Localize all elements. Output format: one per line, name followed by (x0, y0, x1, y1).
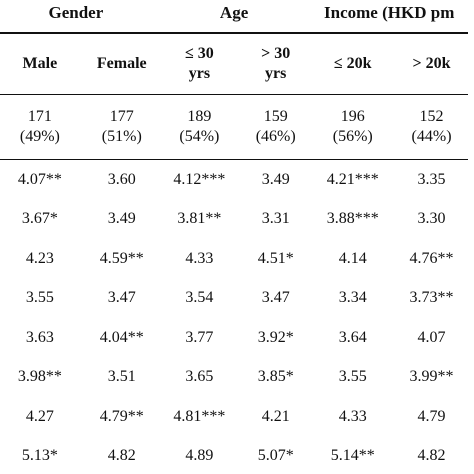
subheader-age-under-30: ≤ 30 yrs (185, 45, 214, 82)
table-cell: 3.99** (409, 368, 454, 386)
table-cell: 4.79 (417, 407, 446, 425)
table-row: 3.67* 3.49 3.81** 3.31 3.88*** 3.30 (0, 200, 468, 240)
table-cell: 4.81*** (173, 407, 226, 425)
table-cell: 4.21 (261, 407, 290, 425)
group-header-gender: Gender (0, 0, 158, 34)
table-cell: 5.14** (330, 447, 375, 465)
table-cell: 4.51* (257, 249, 294, 267)
subheader-income-low: ≤ 20k (333, 55, 372, 72)
subheader-income-high: > 20k (412, 55, 451, 72)
table-cell: 3.63 (25, 328, 54, 346)
group-header-income: Income (HKD pm (310, 0, 468, 34)
table-cell: 4.21*** (326, 170, 379, 188)
table-row: 5.13* 4.82 4.89 5.07* 5.14** 4.82 (0, 437, 468, 474)
subheader-age-over-30: > 30 yrs (261, 45, 291, 82)
table-cell: 3.60 (107, 170, 136, 188)
table-cell: 3.35 (417, 170, 446, 188)
table-row: 3.98** 3.51 3.65 3.85* 3.55 3.99** (0, 358, 468, 398)
table-cell: 4.59** (99, 249, 144, 267)
table-row: 3.63 4.04** 3.77 3.92* 3.64 4.07 (0, 318, 468, 358)
table-cell: 3.47 (107, 289, 136, 307)
table-cell: 3.98** (17, 368, 62, 386)
table-row: 4.23 4.59** 4.33 4.51* 4.14 4.76** (0, 239, 468, 279)
subheader-cell: ≤ 30 yrs (157, 33, 241, 95)
table-cell: 3.64 (338, 328, 367, 346)
count-cell: 189 (54%) (157, 94, 241, 160)
subheader-row: Male Female ≤ 30 yrs > 30 yrs ≤ 20k > 20… (0, 33, 468, 95)
table-cell: 3.81** (177, 210, 222, 228)
table-cell: 3.77 (185, 328, 214, 346)
table-cell: 3.51 (107, 368, 136, 386)
table-cell: 3.55 (25, 289, 54, 307)
data-rows: 4.07** 3.60 4.12*** 3.49 4.21*** 3.35 3.… (0, 160, 468, 474)
table-cell: 3.54 (185, 289, 214, 307)
table-cell: 4.89 (185, 447, 214, 465)
subheader-cell: > 20k (395, 33, 468, 95)
table-row: 3.55 3.47 3.54 3.47 3.34 3.73** (0, 279, 468, 319)
table-cell: 4.04** (99, 328, 144, 346)
count-cell: 177 (51%) (85, 94, 158, 160)
table-cell: 4.79** (99, 407, 144, 425)
table-cell: 5.13* (21, 447, 58, 465)
table-cell: 4.76** (409, 249, 454, 267)
table-cell: 3.49 (261, 170, 290, 188)
count-cell: 196 (56%) (310, 94, 396, 160)
table-cell: 4.07 (417, 328, 446, 346)
table-cell: 4.82 (417, 447, 446, 465)
subheader-cell: ≤ 20k (310, 33, 396, 95)
table-cell: 3.88*** (326, 210, 379, 228)
table-cell: 3.30 (417, 210, 446, 228)
count-cell: 159 (46%) (241, 94, 311, 160)
subheader-female: Female (96, 55, 147, 72)
subheader-cell: Female (85, 33, 158, 95)
table-cell: 3.67* (21, 210, 58, 228)
count-row: 171 (49%) 177 (51%) 189 (54%) 159 (46%) … (0, 94, 468, 160)
table-cell: 3.55 (338, 368, 367, 386)
table-cell: 4.14 (338, 249, 367, 267)
table-cell: 4.82 (107, 447, 136, 465)
count-cell: 152 (44%) (395, 94, 468, 160)
group-header-row: Gender Age Income (HKD pm (0, 0, 468, 34)
table-cell: 3.34 (338, 289, 367, 307)
subheader-cell: Male (0, 33, 86, 95)
table-row: 4.07** 3.60 4.12*** 3.49 4.21*** 3.35 (0, 160, 468, 200)
table-cell: 3.85* (257, 368, 294, 386)
table-cell: 3.49 (107, 210, 136, 228)
table-cell: 4.12*** (173, 170, 226, 188)
table-cell: 3.47 (261, 289, 290, 307)
table-cell: 4.23 (25, 249, 54, 267)
count-cell: 171 (49%) (0, 94, 86, 160)
table-cell: 5.07* (257, 447, 294, 465)
table-cell: 4.33 (338, 407, 367, 425)
table-cell: 3.73** (409, 289, 454, 307)
table-cell: 3.65 (185, 368, 214, 386)
subheader-male: Male (22, 55, 58, 72)
table-cell: 4.07** (17, 170, 62, 188)
table-cell: 4.27 (25, 407, 54, 425)
table-cell: 3.31 (261, 210, 290, 228)
group-header-age: Age (157, 0, 311, 34)
table-cell: 4.33 (185, 249, 214, 267)
table-cell: 3.92* (257, 328, 294, 346)
table-row: 4.27 4.79** 4.81*** 4.21 4.33 4.79 (0, 397, 468, 437)
subheader-cell: > 30 yrs (241, 33, 311, 95)
